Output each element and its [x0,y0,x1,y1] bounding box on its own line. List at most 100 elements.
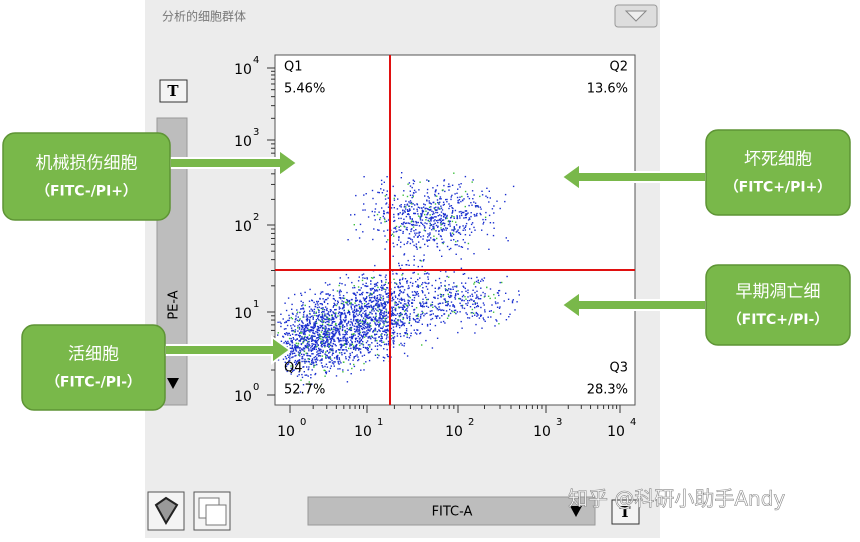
event-dot [404,204,406,206]
event-dot [321,344,323,346]
event-dot [457,240,459,242]
x-axis-selector[interactable]: FITC-A [307,496,596,526]
event-dot [320,307,322,309]
event-dot [348,299,351,302]
event-dot [360,309,363,311]
event-dot [293,352,296,354]
event-dot [307,368,310,370]
event-dot [474,314,476,316]
event-dot [450,292,452,294]
event-dot [356,291,358,294]
event-dot [308,348,310,350]
event-dot [300,292,302,295]
event-dot [340,312,343,315]
event-dot [421,306,424,308]
event-dot [408,201,410,203]
event-dot [420,213,422,215]
event-dot [466,193,469,195]
event-dot [319,359,321,362]
event-dot [334,340,336,342]
event-dot [318,335,320,337]
event-dot [285,342,288,345]
event-dot [360,343,362,345]
event-dot [418,232,420,234]
event-dot [305,336,308,339]
event-dot [346,323,348,325]
event-dot [332,363,335,365]
3d-button[interactable] [147,491,185,531]
overlay-button[interactable] [193,491,231,531]
event-dot [304,329,306,331]
event-dot [326,320,328,323]
event-dot [311,329,314,331]
event-dot [421,219,424,221]
event-dot [358,349,360,351]
event-dot [399,212,401,214]
event-dot [311,358,314,360]
event-dot [297,330,299,332]
event-dot [303,366,305,368]
event-dot [381,320,383,322]
event-dot [433,239,435,242]
event-dot [380,309,383,312]
event-dot [417,317,419,320]
event-dot [379,330,381,332]
event-dot [391,309,394,311]
event-dot [422,238,424,240]
event-dot [364,334,366,336]
event-dot [295,317,297,320]
event-dot [289,353,291,356]
text-button-x[interactable]: T [611,499,640,525]
event-dot [376,357,379,359]
event-dot [291,351,293,353]
event-dot [439,249,441,252]
event-dot [328,321,330,323]
event-dot [439,198,441,200]
event-dot [471,204,473,206]
event-dot [458,232,461,234]
text-button[interactable]: T [159,79,188,103]
event-dot [325,357,327,359]
event-dot [393,278,395,280]
event-dot [451,207,453,209]
event-dot [392,185,394,188]
event-dot [355,319,357,322]
event-dot [333,340,335,342]
event-dot [314,325,316,327]
event-dot [369,294,371,296]
event-dot [484,218,487,221]
event-dot [472,289,474,291]
event-dot [413,236,415,238]
event-dot [324,313,326,315]
event-dot [394,302,396,304]
event-dot [380,188,382,190]
event-dot [415,293,417,295]
event-dot [291,318,294,320]
event-dot [382,303,384,305]
event-dot [337,327,339,330]
event-dot [317,314,320,317]
y-tick-exp: 2 [253,212,259,223]
event-dot [313,343,315,345]
event-dot [315,311,317,313]
y-tick-base: 10 [234,62,252,78]
event-dot [325,351,327,353]
event-dot [360,369,362,371]
event-dot [303,327,306,330]
event-dot [298,353,300,355]
quadrant-name: Q3 [609,361,628,376]
event-dot [320,335,322,338]
dropdown-button[interactable] [614,4,658,28]
event-dot [328,333,331,335]
event-dot [375,282,377,285]
event-dot [383,312,385,314]
event-dot [380,340,382,342]
event-dot [292,324,294,326]
event-dot [299,318,301,320]
event-dot [401,344,403,346]
event-dot [302,357,304,360]
callout-arrow [560,290,707,320]
event-dot [340,302,343,305]
event-dot [405,222,408,224]
event-dot [419,315,422,318]
